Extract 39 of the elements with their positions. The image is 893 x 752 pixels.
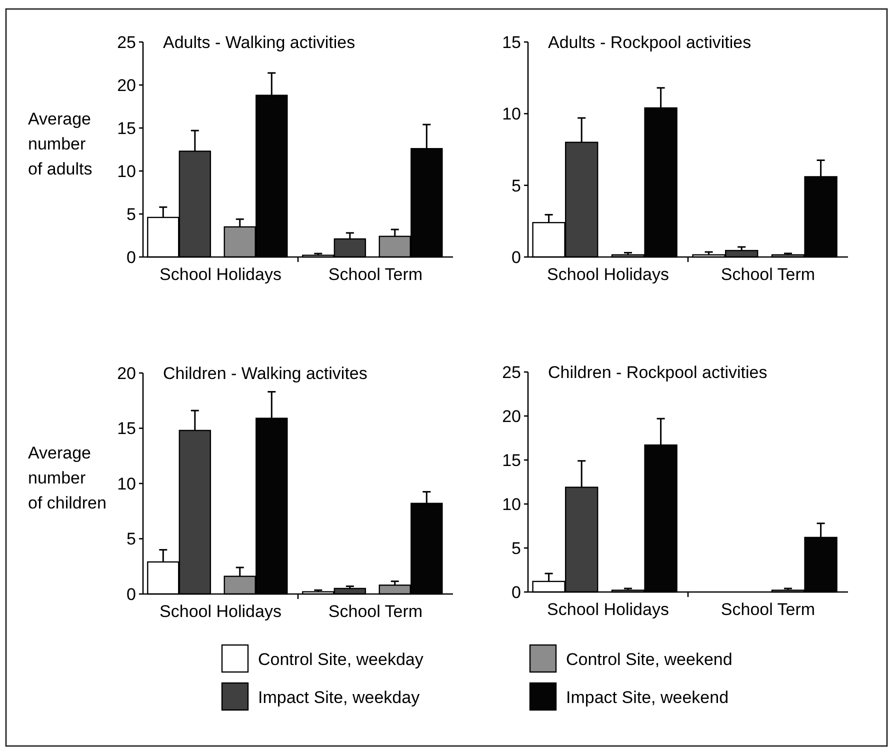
y-tick-label: 0 [126, 248, 136, 267]
legend-label: Impact Site, weekday [258, 688, 420, 707]
chart-title: Children - Walking activites [163, 364, 368, 383]
y-tick-label: 20 [117, 364, 136, 383]
y-tick-label: 15 [117, 118, 136, 138]
y-tick-label: 10 [117, 474, 136, 494]
y-tick-label: 5 [512, 538, 521, 558]
y-tick-label: 0 [126, 584, 136, 604]
y-tick-label: 20 [117, 76, 136, 95]
y-tick-label: 15 [117, 419, 136, 438]
x-tick-label: School Holidays [160, 265, 282, 284]
y-tick-label: 10 [117, 162, 136, 181]
y-tick-label: 0 [512, 248, 521, 267]
x-tick-label: School Term [720, 265, 816, 284]
legend-label: Control Site, weekday [258, 650, 424, 669]
y-tick-label: 20 [502, 406, 521, 426]
y-tick-label: 5 [126, 204, 136, 224]
y-tick-label: 15 [502, 32, 521, 52]
chart-title: Adults - Rockpool activities [548, 33, 752, 52]
chart-title: Children - Rockpool activities [548, 363, 768, 382]
x-tick-label: School Term [328, 602, 423, 621]
x-tick-label: School Term [328, 265, 423, 284]
chart-title: Adults - Walking activities [163, 33, 356, 52]
x-tick-label: School Holidays [160, 602, 282, 621]
y-tick-label: 25 [502, 362, 521, 382]
y-tick-label: 10 [502, 494, 521, 514]
y-tick-label: 15 [502, 450, 521, 470]
y-tick-label: 25 [117, 32, 136, 52]
y-axis-title: Average number of children [28, 444, 106, 512]
y-tick-label: 5 [512, 176, 521, 196]
y-tick-label: 0 [512, 582, 521, 602]
x-tick-label: School Holidays [547, 265, 669, 284]
legend-label: Impact Site, weekend [566, 688, 729, 707]
y-axis-title: Average number of adults [28, 110, 92, 178]
x-tick-label: School Holidays [547, 600, 669, 619]
y-tick-label: 5 [126, 530, 136, 549]
y-tick-label: 10 [502, 104, 521, 124]
x-tick-label: School Term [720, 600, 816, 619]
legend-label: Control Site, weekend [566, 650, 732, 669]
